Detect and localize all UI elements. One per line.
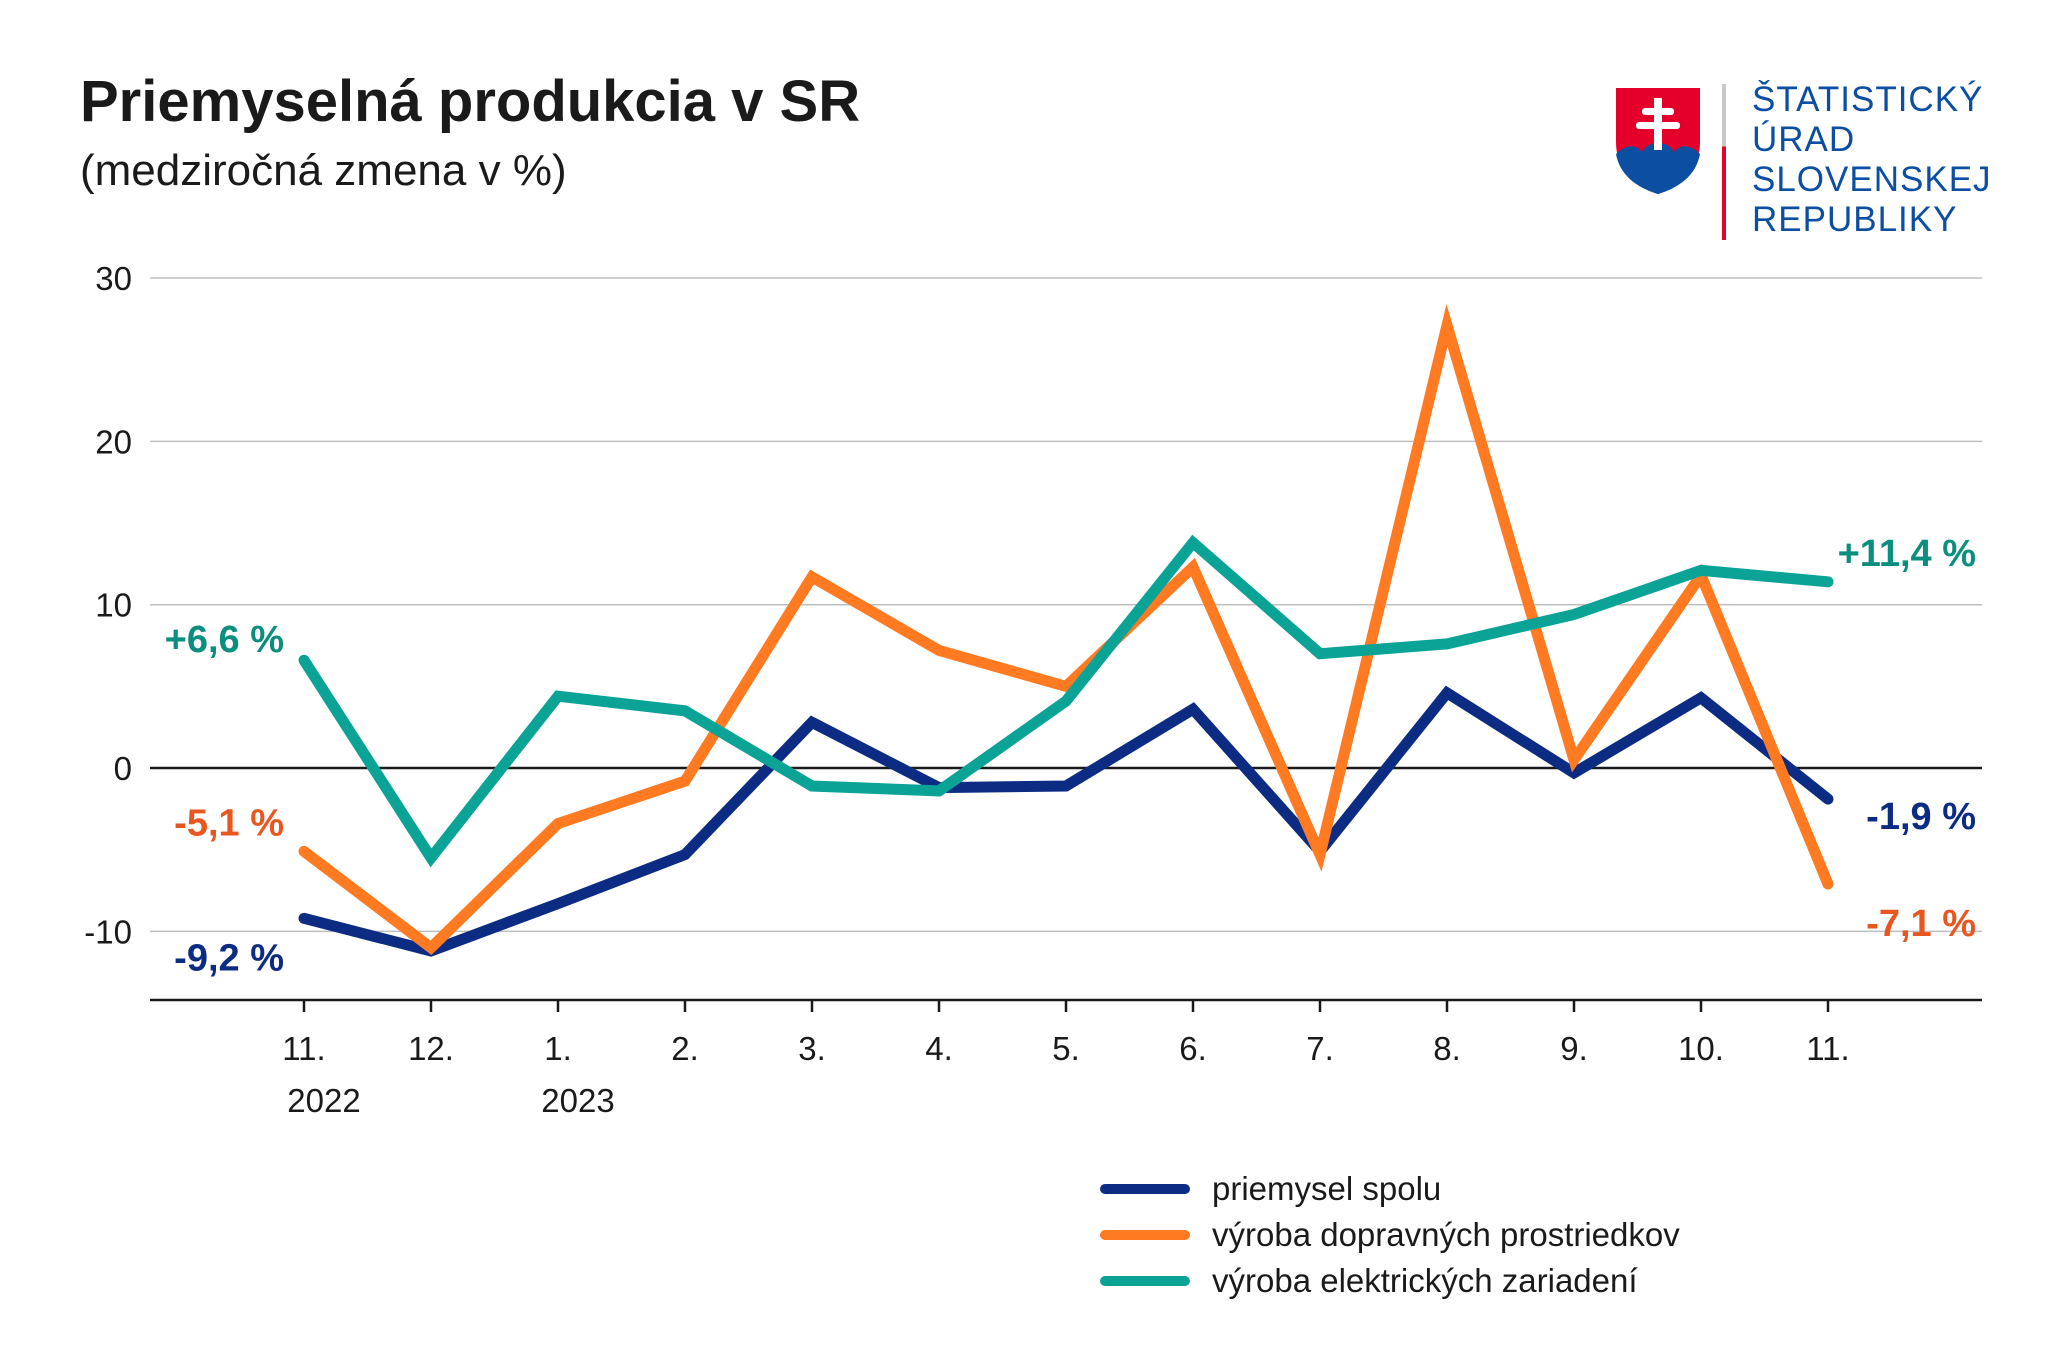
x-year-label: 2022: [287, 1082, 360, 1119]
legend-label-total: priemysel spolu: [1212, 1170, 1442, 1207]
x-tick-label: 3.: [798, 1030, 826, 1067]
x-tick-label: 12.: [408, 1030, 454, 1067]
legend-swatch-electrical: [1100, 1276, 1190, 1286]
logo-separator: [1722, 84, 1726, 240]
office-name-line-4: REPUBLIKY: [1752, 200, 1958, 239]
x-tick-label: 11.: [282, 1030, 325, 1067]
end-value-label-electrical: +11,4 %: [1838, 533, 1976, 575]
x-tick-label: 6.: [1179, 1030, 1207, 1067]
x-year-label: 2023: [541, 1082, 614, 1119]
legend-item-total: priemysel spolu: [1100, 1166, 1680, 1212]
office-name-line-1: ŠTATISTICKÝ: [1752, 80, 1984, 119]
x-tick-label: 5.: [1052, 1030, 1080, 1067]
y-tick-label: -10: [84, 913, 132, 950]
y-tick-label: 10: [95, 587, 132, 624]
office-name: ŠTATISTICKÝ ÚRAD SLOVENSKEJ REPUBLIKY: [1752, 80, 1992, 240]
end-value-label-total: -1,9 %: [1866, 796, 1976, 838]
y-tick-label: 30: [95, 260, 132, 297]
chart-title: Priemyselná produkcia v SR: [80, 69, 861, 134]
end-value-label-transport: -7,1 %: [1866, 903, 1976, 945]
chart-legend: priemysel spolu výroba dopravných prostr…: [1100, 1166, 1680, 1304]
office-name-line-3: SLOVENSKEJ: [1752, 160, 1992, 199]
legend-item-transport: výroba dopravných prostriedkov: [1100, 1212, 1680, 1258]
start-value-label-transport: -5,1 %: [174, 802, 284, 844]
series-line-electrical: [298, 534, 1834, 868]
y-tick-label: 20: [95, 423, 132, 460]
legend-swatch-transport: [1100, 1230, 1190, 1240]
x-tick-label: 4.: [925, 1030, 953, 1067]
series-line-transport: [298, 303, 1834, 955]
x-tick-label: 10.: [1678, 1030, 1724, 1067]
y-tick-label: 0: [114, 750, 132, 787]
start-value-label-total: -9,2 %: [174, 937, 284, 979]
statistical-office-logo: ŠTATISTICKÝ ÚRAD SLOVENSKEJ REPUBLIKY: [1612, 80, 1992, 244]
legend-label-transport: výroba dopravných prostriedkov: [1212, 1216, 1680, 1253]
x-tick-label: 7.: [1306, 1030, 1334, 1067]
slovak-coat-of-arms-icon: [1616, 88, 1700, 194]
x-tick-label: 1.: [544, 1030, 572, 1067]
legend-swatch-total: [1100, 1184, 1190, 1194]
office-name-line-2: ÚRAD: [1752, 120, 1856, 159]
legend-label-electrical: výroba elektrických zariadení: [1212, 1262, 1638, 1299]
x-tick-label: 8.: [1433, 1030, 1461, 1067]
start-value-label-electrical: +6,6 %: [165, 619, 284, 661]
series-line-total: [298, 685, 1834, 957]
legend-item-electrical: výroba elektrických zariadení: [1100, 1258, 1680, 1304]
x-tick-label: 2.: [671, 1030, 699, 1067]
chart-subtitle: (medziročná zmena v %): [80, 146, 567, 195]
x-tick-label: 11.: [1806, 1030, 1849, 1067]
x-tick-label: 9.: [1560, 1030, 1588, 1067]
